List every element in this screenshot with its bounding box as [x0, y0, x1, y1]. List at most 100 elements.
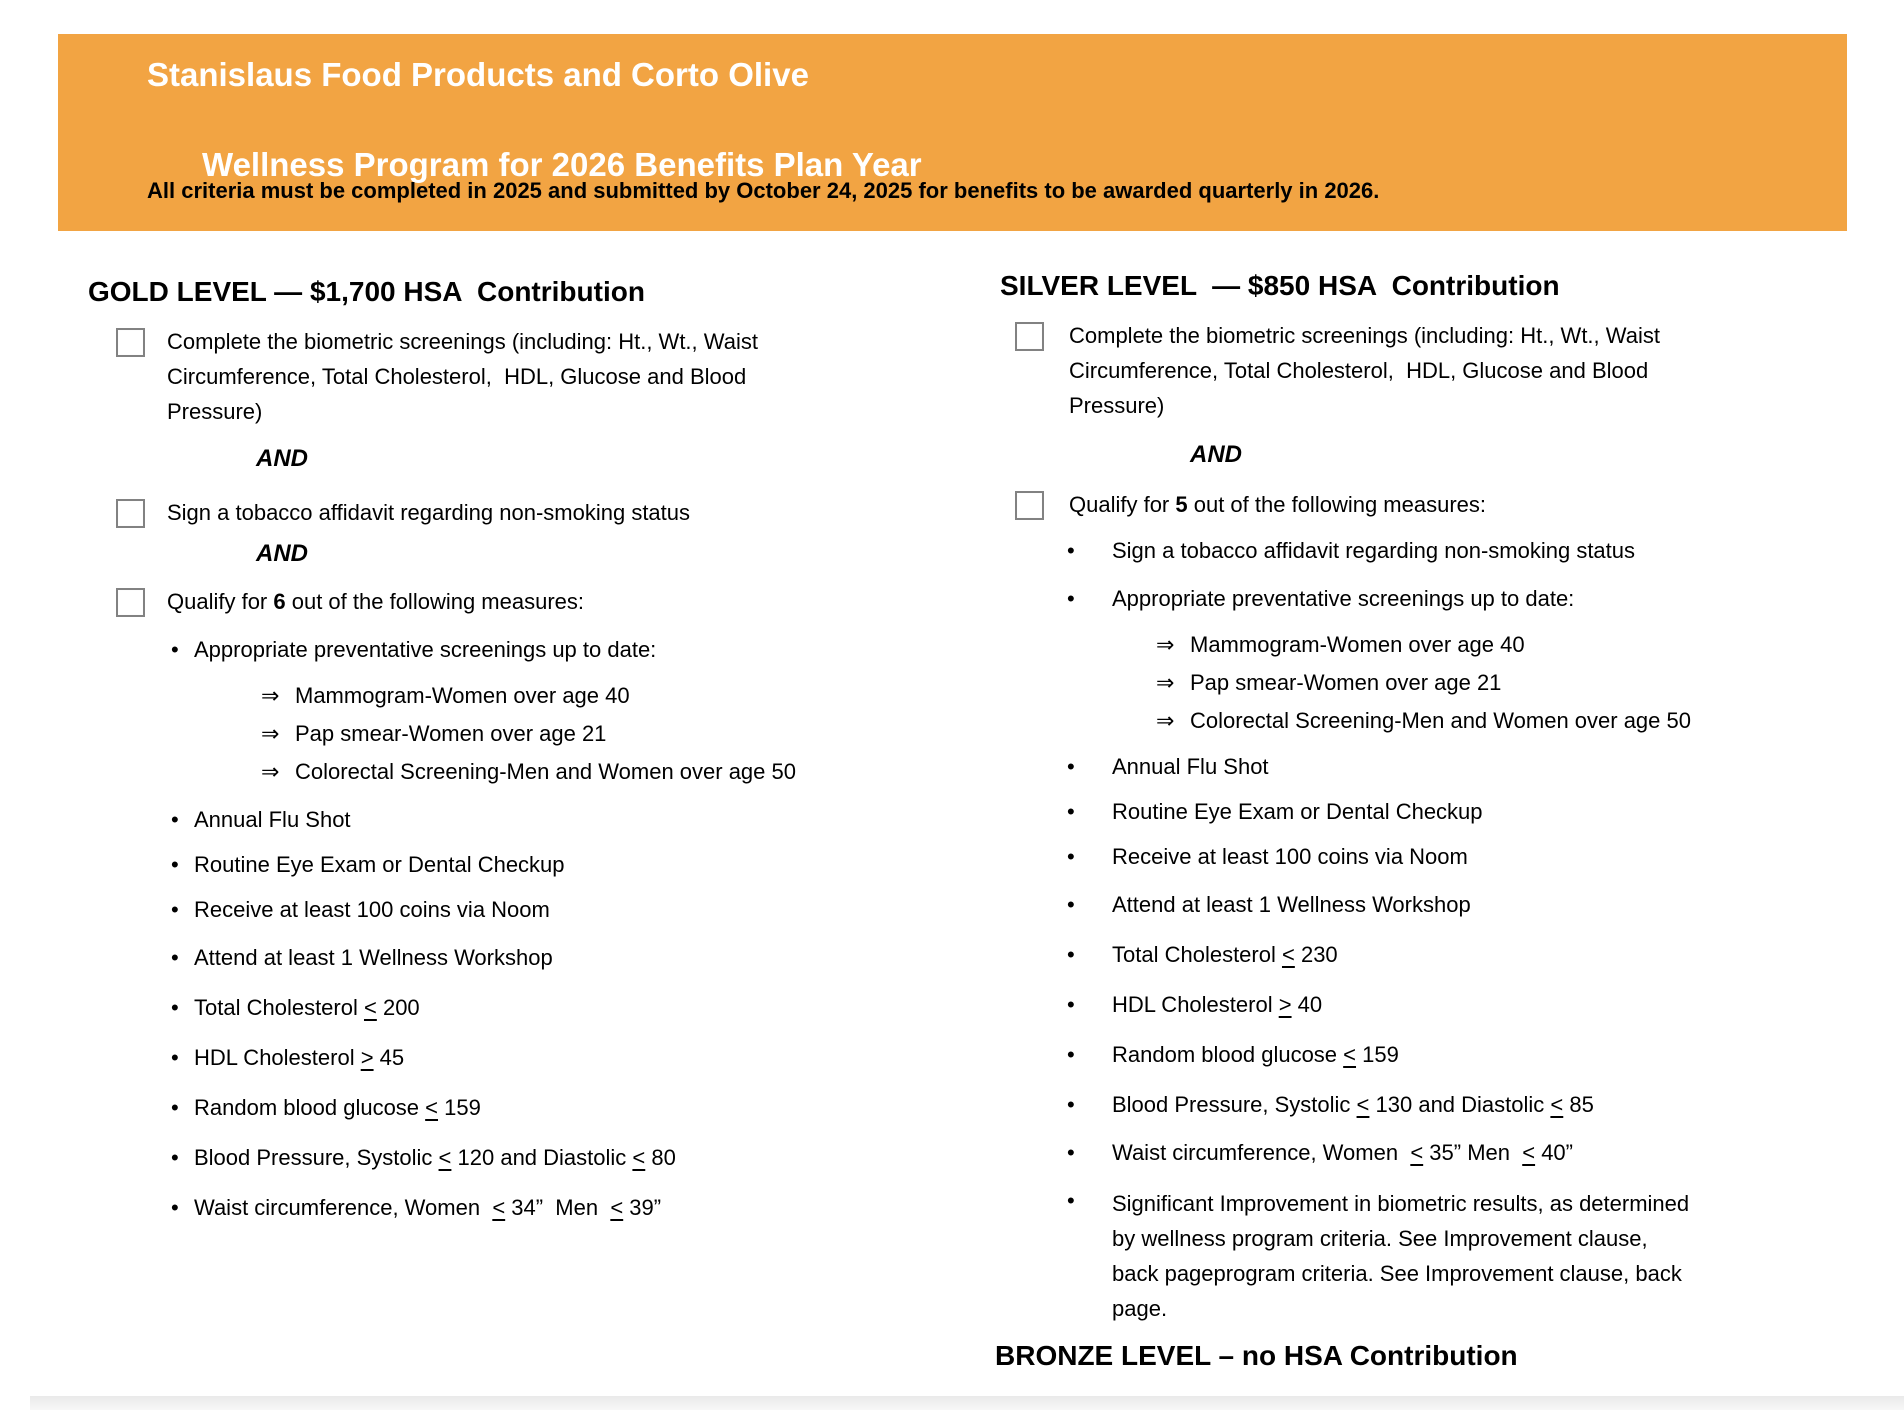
gold-measure-flu: Annual Flu Shot — [194, 807, 351, 832]
gold-level-heading: GOLD LEVEL — $1,700 HSA Contribution — [88, 276, 645, 307]
bullet-icon: • — [1067, 754, 1075, 779]
list-item: • Total Cholesterol < 200 — [88, 993, 908, 1023]
and-connector: AND — [256, 445, 308, 472]
page-bottom-edge — [30, 1396, 1904, 1410]
and-connector: AND — [1190, 441, 1242, 468]
checkbox[interactable] — [116, 588, 145, 617]
silver-measures-list: • Sign a tobacco affidavit regarding non… — [1000, 536, 1840, 1326]
list-item: • Receive at least 100 coins via Noom — [88, 895, 908, 925]
silver-req-biometric-row: Complete the biometric screenings (inclu… — [1000, 318, 1840, 423]
list-item: ⇒ Colorectal Screening-Men and Women ove… — [88, 757, 908, 787]
list-item: • Blood Pressure, Systolic < 130 and Dia… — [1000, 1090, 1840, 1120]
checkbox[interactable] — [116, 328, 145, 357]
list-item: • Routine Eye Exam or Dental Checkup — [1000, 797, 1840, 827]
silver-measure-workshop: Attend at least 1 Wellness Workshop — [1112, 892, 1471, 917]
bullet-icon: • — [171, 945, 179, 970]
silver-measure-noom: Receive at least 100 coins via Noom — [1112, 844, 1468, 869]
header-banner: Stanislaus Food Products and Corto Olive… — [58, 34, 1847, 231]
bullet-icon: • — [1067, 1092, 1075, 1117]
list-item: • Annual Flu Shot — [1000, 752, 1840, 782]
list-item: • HDL Cholesterol > 45 — [88, 1043, 908, 1073]
bullet-icon: • — [171, 807, 179, 832]
list-item: ⇒ Pap smear-Women over age 21 — [1000, 668, 1840, 698]
double-arrow-icon: ⇒ — [261, 683, 280, 708]
list-item: • Sign a tobacco affidavit regarding non… — [1000, 536, 1840, 566]
bullet-icon: • — [1067, 586, 1075, 611]
gold-screening-mammogram: Mammogram-Women over age 40 — [295, 683, 630, 708]
bullet-icon: • — [1067, 799, 1075, 824]
gold-level-section: GOLD LEVEL — $1,700 HSA Contribution Com… — [88, 276, 908, 1223]
silver-screening-pap: Pap smear-Women over age 21 — [1190, 670, 1502, 695]
silver-measure-tobacco: Sign a tobacco affidavit regarding non-s… — [1112, 538, 1636, 563]
bullet-icon: • — [1067, 1188, 1075, 1213]
bullet-icon: • — [171, 852, 179, 877]
silver-req-qualify-row: Qualify for 5 out of the following measu… — [1000, 487, 1840, 522]
gold-measure-hdl: HDL Cholesterol > 45 — [194, 1045, 405, 1070]
gold-measure-eye: Routine Eye Exam or Dental Checkup — [194, 852, 565, 877]
checkbox[interactable] — [1015, 491, 1044, 520]
checkbox[interactable] — [1015, 322, 1044, 351]
document-title-line1: Stanislaus Food Products and Corto Olive — [147, 56, 809, 93]
gold-screening-pap: Pap smear-Women over age 21 — [295, 721, 607, 746]
list-item: • Attend at least 1 Wellness Workshop — [88, 943, 908, 973]
checkbox[interactable] — [116, 499, 145, 528]
gold-measures-list: • Appropriate preventative screenings up… — [88, 635, 908, 1223]
list-item: • Routine Eye Exam or Dental Checkup — [88, 850, 908, 880]
list-item: • Waist circumference, Women < 34” Men <… — [88, 1193, 908, 1223]
document-title: Stanislaus Food Products and Corto Olive… — [147, 52, 922, 187]
bullet-icon: • — [171, 995, 179, 1020]
bullet-icon: • — [1067, 844, 1075, 869]
gold-req-tobacco-row: Sign a tobacco affidavit regarding non-s… — [88, 495, 908, 530]
gold-req-qualify-row: Qualify for 6 out of the following measu… — [88, 584, 908, 619]
list-item: • Blood Pressure, Systolic < 120 and Dia… — [88, 1143, 908, 1173]
bullet-icon: • — [171, 897, 179, 922]
bullet-icon: • — [171, 637, 179, 662]
double-arrow-icon: ⇒ — [261, 721, 280, 746]
list-item: • HDL Cholesterol > 40 — [1000, 990, 1840, 1020]
silver-level-heading: SILVER LEVEL — $850 HSA Contribution — [1000, 270, 1560, 301]
bullet-icon: • — [171, 1195, 179, 1220]
silver-measure-screenings: Appropriate preventative screenings up t… — [1112, 586, 1575, 611]
list-item: ⇒ Mammogram-Women over age 40 — [1000, 630, 1840, 660]
bullet-icon: • — [1067, 942, 1075, 967]
list-item: ⇒ Pap smear-Women over age 21 — [88, 719, 908, 749]
bullet-icon: • — [1067, 1042, 1075, 1067]
list-item: • Annual Flu Shot — [88, 805, 908, 835]
bullet-icon: • — [171, 1045, 179, 1070]
silver-measure-glucose: Random blood glucose < 159 — [1112, 1042, 1399, 1067]
list-item: ⇒ Mammogram-Women over age 40 — [88, 681, 908, 711]
double-arrow-icon: ⇒ — [1156, 708, 1175, 733]
bullet-icon: • — [171, 1095, 179, 1120]
double-arrow-icon: ⇒ — [1156, 670, 1175, 695]
gold-measure-waist: Waist circumference, Women < 34” Men < 3… — [194, 1195, 662, 1220]
silver-measure-hdl: HDL Cholesterol > 40 — [1112, 992, 1323, 1017]
list-item: • Attend at least 1 Wellness Workshop — [1000, 890, 1840, 920]
silver-measure-improvement: Significant Improvement in biometric res… — [1112, 1191, 1690, 1321]
silver-req-biometric-label: Complete the biometric screenings (inclu… — [1069, 323, 1660, 418]
gold-screening-colorectal: Colorectal Screening-Men and Women over … — [295, 759, 796, 784]
double-arrow-icon: ⇒ — [261, 759, 280, 784]
list-item: • Appropriate preventative screenings up… — [1000, 584, 1840, 614]
bullet-icon: • — [1067, 1140, 1075, 1165]
bullet-icon: • — [1067, 538, 1075, 563]
silver-measure-cholesterol: Total Cholesterol < 230 — [1112, 942, 1338, 967]
silver-req-qualify-label: Qualify for 5 out of the following measu… — [1069, 492, 1487, 517]
document-title-line2: Wellness Program for 2026 Benefits Plan … — [202, 146, 922, 183]
gold-req-tobacco-label: Sign a tobacco affidavit regarding non-s… — [167, 500, 691, 525]
list-item: • Appropriate preventative screenings up… — [88, 635, 908, 665]
gold-req-biometric-row: Complete the biometric screenings (inclu… — [88, 324, 908, 429]
deadline-note: All criteria must be completed in 2025 a… — [147, 178, 1380, 203]
silver-measure-flu: Annual Flu Shot — [1112, 754, 1269, 779]
list-item: ⇒ Colorectal Screening-Men and Women ove… — [1000, 706, 1840, 736]
list-item: • Random blood glucose < 159 — [1000, 1040, 1840, 1070]
bullet-icon: • — [1067, 892, 1075, 917]
bullet-icon: • — [171, 1145, 179, 1170]
list-item: • Receive at least 100 coins via Noom — [1000, 842, 1840, 872]
silver-measure-waist: Waist circumference, Women < 35” Men < 4… — [1112, 1140, 1573, 1165]
list-item: • Significant Improvement in biometric r… — [1000, 1186, 1840, 1326]
bronze-level-heading: BRONZE LEVEL – no HSA Contribution — [995, 1340, 1518, 1371]
bullet-icon: • — [1067, 992, 1075, 1017]
gold-measure-screenings: Appropriate preventative screenings up t… — [194, 637, 657, 662]
and-connector: AND — [256, 540, 308, 567]
